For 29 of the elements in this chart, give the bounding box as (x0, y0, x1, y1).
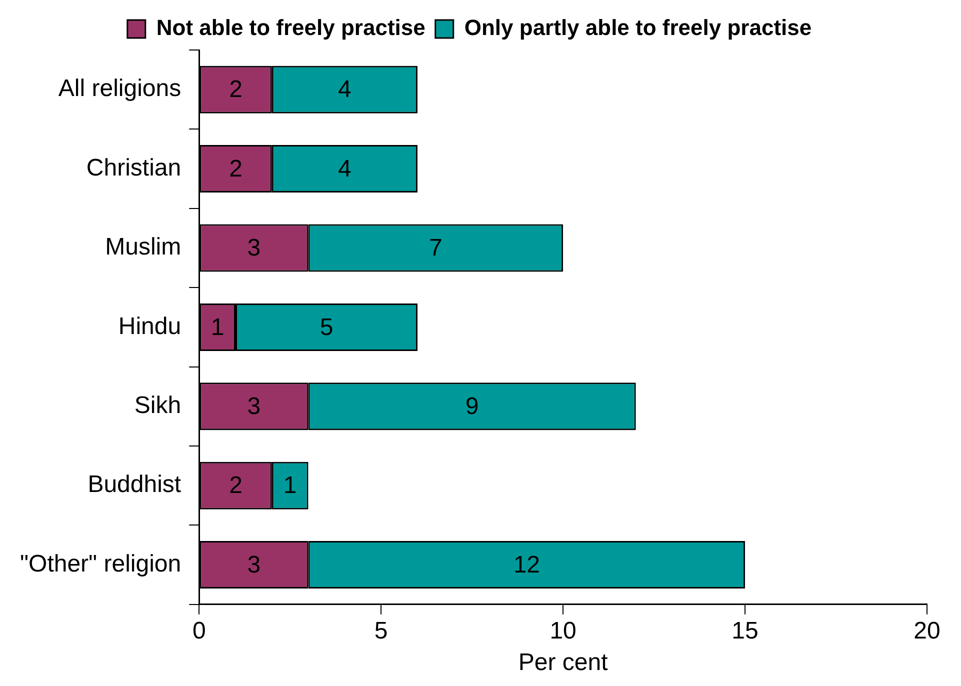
y-tick-label: Sikh (134, 392, 182, 420)
legend-label: Only partly able to freely practise (464, 15, 812, 40)
y-tick-label: Christian (86, 154, 182, 182)
data-label: 3 (247, 551, 261, 578)
data-label: 1 (283, 472, 297, 500)
x-tick-label: 15 (732, 617, 758, 644)
y-tick-label: "Other" religion (20, 550, 182, 578)
data-label: 1 (210, 314, 224, 341)
data-label: 2 (229, 155, 242, 182)
legend-label: Not able to freely practise (156, 15, 426, 40)
data-label: 2 (229, 76, 242, 104)
data-label: 4 (338, 155, 352, 182)
data-label: 7 (428, 234, 442, 262)
data-label: 4 (338, 76, 352, 104)
x-tick-label: 0 (192, 617, 206, 644)
data-label: 2 (229, 472, 242, 500)
data-label: 3 (247, 393, 261, 420)
data-label: 3 (247, 234, 261, 262)
y-tick-label: Muslim (105, 234, 182, 261)
x-tick-label: 10 (550, 617, 576, 644)
x-axis-title: Per cent (518, 649, 608, 676)
y-tick-label: Hindu (118, 312, 182, 340)
x-tick-label: 20 (914, 617, 940, 644)
x-tick-label: 5 (374, 617, 388, 644)
y-tick-label: All religions (58, 75, 182, 102)
y-tick-label: Buddhist (88, 471, 182, 498)
data-label: 12 (513, 551, 540, 578)
data-label: 9 (465, 393, 479, 420)
data-label: 5 (320, 314, 334, 341)
